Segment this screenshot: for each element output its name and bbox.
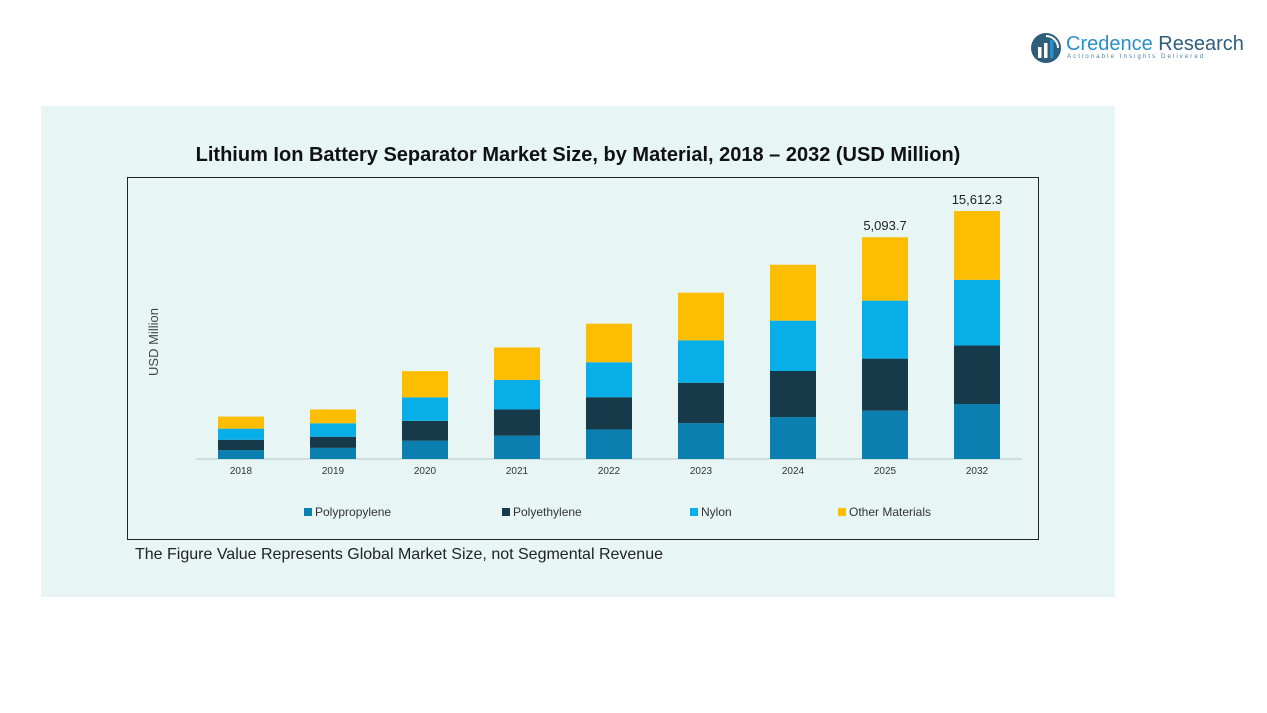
x-tick-label-2020: 2020 (414, 466, 437, 477)
data-label-2032: 15,612.3 (952, 192, 1003, 207)
legend-swatch-polyethylene (502, 508, 510, 516)
bar-segment-other-materials-2023 (678, 292, 724, 341)
bar-segment-other-materials-2025 (862, 237, 908, 301)
chart-title: Lithium Ion Battery Separator Market Siz… (195, 144, 961, 166)
bar-segment-polyethylene-2024 (770, 370, 816, 418)
bar-segment-polyethylene-2020 (402, 420, 448, 441)
legend-swatch-polypropylene (304, 508, 312, 516)
legend-label-nylon: Nylon (701, 505, 732, 519)
bar-segment-other-materials-2018 (218, 416, 264, 429)
bar-segment-nylon-2020 (402, 397, 448, 421)
bar-segment-other-materials-2032 (954, 211, 1000, 280)
logo-name: Credence Research (1066, 32, 1244, 56)
bar-segment-polyethylene-2025 (862, 358, 908, 411)
x-tick-label-2024: 2024 (782, 466, 805, 477)
bar-segment-nylon-2032 (954, 279, 1000, 346)
bar-segment-polyethylene-2021 (494, 409, 540, 436)
bar-segment-other-materials-2024 (770, 264, 816, 321)
bar-segment-nylon-2019 (310, 423, 356, 437)
bar-segment-polypropylene-2018 (218, 450, 264, 459)
legend-label-polyethylene: Polyethylene (513, 505, 582, 519)
bar-segment-polypropylene-2019 (310, 447, 356, 459)
plot-frame (127, 177, 1039, 540)
chart-panel (41, 106, 1115, 597)
bar-segment-nylon-2024 (770, 320, 816, 371)
logo-name-part1: Credence (1066, 33, 1153, 55)
logo-name-part2: Research (1158, 33, 1244, 55)
bar-segment-polypropylene-2020 (402, 440, 448, 459)
bar-segment-other-materials-2022 (586, 323, 632, 363)
bar-segment-nylon-2022 (586, 362, 632, 398)
bar-segment-polyethylene-2032 (954, 345, 1000, 405)
x-tick-label-2019: 2019 (322, 466, 345, 477)
bar-segment-polypropylene-2032 (954, 404, 1000, 459)
bar-segment-polyethylene-2018 (218, 439, 264, 451)
y-axis-label: USD Million (146, 308, 161, 376)
x-tick-label-2032: 2032 (966, 466, 989, 477)
bar-segment-polyethylene-2023 (678, 382, 724, 424)
bar-segment-polyethylene-2022 (586, 397, 632, 430)
bar-segment-other-materials-2021 (494, 347, 540, 380)
x-tick-label-2018: 2018 (230, 466, 253, 477)
x-tick-label-2022: 2022 (598, 466, 621, 477)
credence-research-logo: Credence Research Actionable Insights De… (1030, 30, 1245, 66)
bar-segment-other-materials-2019 (310, 409, 356, 424)
bar-segment-nylon-2023 (678, 340, 724, 383)
footnote: The Figure Value Represents Global Marke… (135, 546, 663, 563)
bar-segment-nylon-2018 (218, 428, 264, 440)
legend-label-polypropylene: Polypropylene (315, 505, 391, 519)
data-label-2025: 5,093.7 (863, 218, 906, 233)
legend-swatch-other-materials (838, 508, 846, 516)
legend-label-other-materials: Other Materials (849, 505, 931, 519)
bar-segment-polypropylene-2025 (862, 410, 908, 459)
bar-segment-polypropylene-2022 (586, 429, 632, 459)
logo-bars-icon (1031, 33, 1061, 63)
bar-segment-polypropylene-2021 (494, 435, 540, 459)
legend-swatch-nylon (690, 508, 698, 516)
x-tick-label-2021: 2021 (506, 466, 529, 477)
x-tick-label-2025: 2025 (874, 466, 897, 477)
bar-segment-nylon-2025 (862, 300, 908, 359)
bar-segment-polypropylene-2023 (678, 423, 724, 459)
bar-segment-polypropylene-2024 (770, 417, 816, 459)
bar-segment-nylon-2021 (494, 379, 540, 410)
bar-segment-polyethylene-2019 (310, 436, 356, 448)
logo-tagline: Actionable Insights Delivered (1067, 54, 1206, 60)
bar-segment-other-materials-2020 (402, 371, 448, 398)
x-tick-label-2023: 2023 (690, 466, 713, 477)
